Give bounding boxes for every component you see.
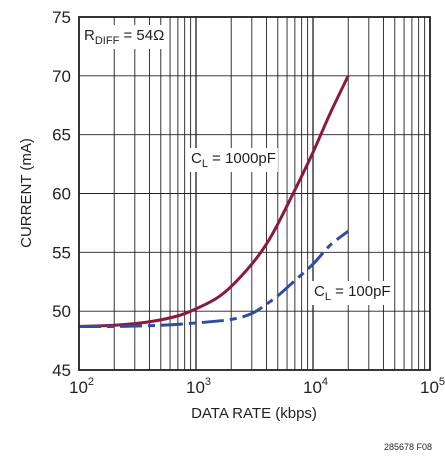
x-tick-label: 104	[303, 376, 328, 397]
figure-id: 285678 F08	[384, 442, 432, 452]
y-tick-label: 75	[52, 8, 71, 27]
series-line-1000pf	[78, 75, 350, 328]
series-label-100pf: CL = 100pF	[314, 283, 391, 303]
x-tick-label: 103	[186, 376, 211, 397]
y-tick-label: 60	[52, 185, 71, 204]
series-label-1000pf-bg	[189, 148, 278, 172]
grid	[79, 17, 430, 370]
y-tick-label: 70	[52, 67, 71, 86]
rdiff-annotation: RDIFF = 54Ω	[84, 27, 164, 47]
tick-labels: 45 50 55 60 65 70 75 102 103 104 105	[52, 8, 445, 397]
series-lines	[78, 75, 350, 329]
y-tick-label: 65	[52, 126, 71, 145]
series-label-1000pf: CL = 1000pF	[191, 150, 276, 170]
y-tick-label: 45	[52, 361, 71, 380]
plot-frame	[78, 16, 431, 371]
rdiff-annotation-bg	[81, 25, 168, 49]
x-tick-label: 102	[69, 376, 94, 397]
y-tick-label: 55	[52, 243, 71, 262]
series-line-100pf	[78, 229, 350, 329]
x-tick-label: 105	[420, 376, 445, 397]
series-label-100pf-bg	[312, 281, 393, 305]
x-axis-title: DATA RATE (kbps)	[191, 405, 317, 422]
y-tick-label: 50	[52, 302, 71, 321]
y-axis-title: CURRENT (mA)	[18, 138, 35, 248]
